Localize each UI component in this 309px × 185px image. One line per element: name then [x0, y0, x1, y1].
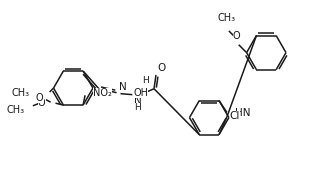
Text: O: O [36, 93, 44, 103]
Text: O: O [233, 31, 241, 41]
Text: OH: OH [133, 88, 148, 98]
Text: CH₃: CH₃ [12, 88, 30, 98]
Text: N: N [119, 82, 126, 92]
Text: Cl: Cl [230, 111, 240, 121]
Text: NO₂: NO₂ [93, 88, 112, 98]
Text: HN: HN [235, 108, 250, 118]
Text: N: N [134, 96, 142, 106]
Text: O: O [38, 98, 45, 108]
Text: H: H [134, 102, 141, 112]
Text: H: H [142, 76, 149, 85]
Text: CH₃: CH₃ [218, 13, 236, 23]
Text: O: O [157, 63, 165, 73]
Text: CH₃: CH₃ [7, 105, 25, 115]
